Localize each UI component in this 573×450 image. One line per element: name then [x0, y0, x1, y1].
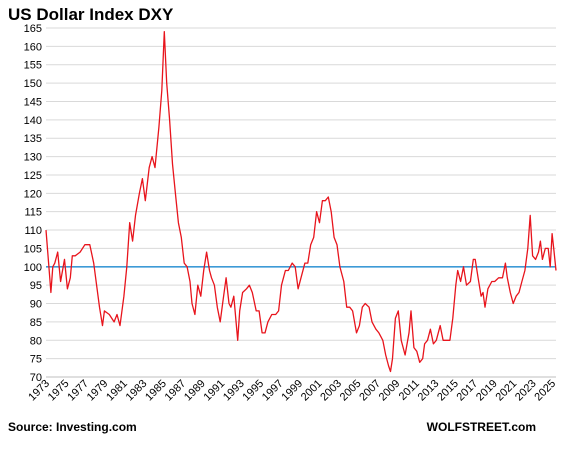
- x-tick-label: 2017: [455, 378, 481, 404]
- y-tick-label: 145: [24, 96, 42, 108]
- chart-title: US Dollar Index DXY: [8, 5, 174, 24]
- x-tick-label: 2015: [435, 378, 461, 404]
- y-tick-label: 75: [30, 354, 42, 366]
- y-tick-label: 120: [24, 188, 42, 200]
- x-tick-label: 2011: [397, 378, 422, 403]
- x-tick-label: 2019: [474, 378, 500, 404]
- y-tick-label: 150: [24, 78, 42, 90]
- y-tick-label: 85: [30, 317, 42, 329]
- y-tick-label: 155: [24, 60, 42, 72]
- x-tick-label: 2001: [299, 378, 325, 404]
- x-tick-label: 1993: [221, 378, 247, 404]
- x-tick-label: 1999: [279, 378, 305, 404]
- x-tick-label: 1995: [240, 378, 266, 404]
- source-label: Source: Investing.com: [8, 420, 137, 434]
- y-tick-label: 135: [24, 133, 42, 145]
- x-tick-label: 1977: [65, 378, 91, 404]
- x-tick-label: 2003: [318, 378, 344, 404]
- x-tick-label: 1975: [46, 378, 72, 404]
- x-tick-label: 1989: [182, 378, 208, 404]
- x-tick-label: 2009: [377, 378, 403, 404]
- x-tick-label: 1987: [163, 378, 189, 404]
- y-tick-label: 125: [24, 170, 42, 182]
- x-tick-label: 2025: [532, 378, 558, 404]
- x-tick-label: 1981: [104, 378, 130, 404]
- x-tick-label: 2005: [338, 378, 364, 404]
- y-tick-label: 95: [30, 280, 42, 292]
- y-tick-label: 160: [24, 41, 42, 53]
- y-tick-label: 140: [24, 115, 42, 127]
- x-tick-label: 2007: [357, 378, 383, 404]
- y-tick-label: 165: [24, 23, 42, 35]
- series-line-dxy: [45, 31, 557, 373]
- x-tick-label: 1983: [124, 378, 150, 404]
- y-tick-label: 70: [30, 372, 42, 384]
- y-tick-label: 130: [24, 152, 42, 164]
- x-tick-label: 1979: [85, 378, 111, 404]
- y-tick-label: 105: [24, 243, 42, 255]
- y-tick-label: 100: [24, 262, 42, 274]
- x-tick-label: 2023: [513, 378, 539, 404]
- y-tick-label: 80: [30, 335, 42, 347]
- x-axis-ticks: 1973197519771979198119831985198719891991…: [26, 378, 558, 404]
- y-axis-ticks: 70 75 80 85 90 95 100 105 110 115 120 125 130 135 140 1…: [24, 23, 42, 384]
- x-tick-label: 1991: [202, 378, 228, 404]
- x-tick-label: 2013: [416, 378, 442, 404]
- y-tick-label: 90: [30, 299, 42, 311]
- x-tick-label: 1997: [260, 378, 286, 404]
- y-tick-label: 110: [24, 225, 42, 237]
- y-tick-label: 115: [24, 207, 42, 219]
- x-tick-label: 1985: [143, 378, 169, 404]
- brand-label: WOLFSTREET.com: [427, 420, 536, 434]
- x-tick-label: 2021: [493, 378, 519, 404]
- grid-lines: [46, 27, 556, 378]
